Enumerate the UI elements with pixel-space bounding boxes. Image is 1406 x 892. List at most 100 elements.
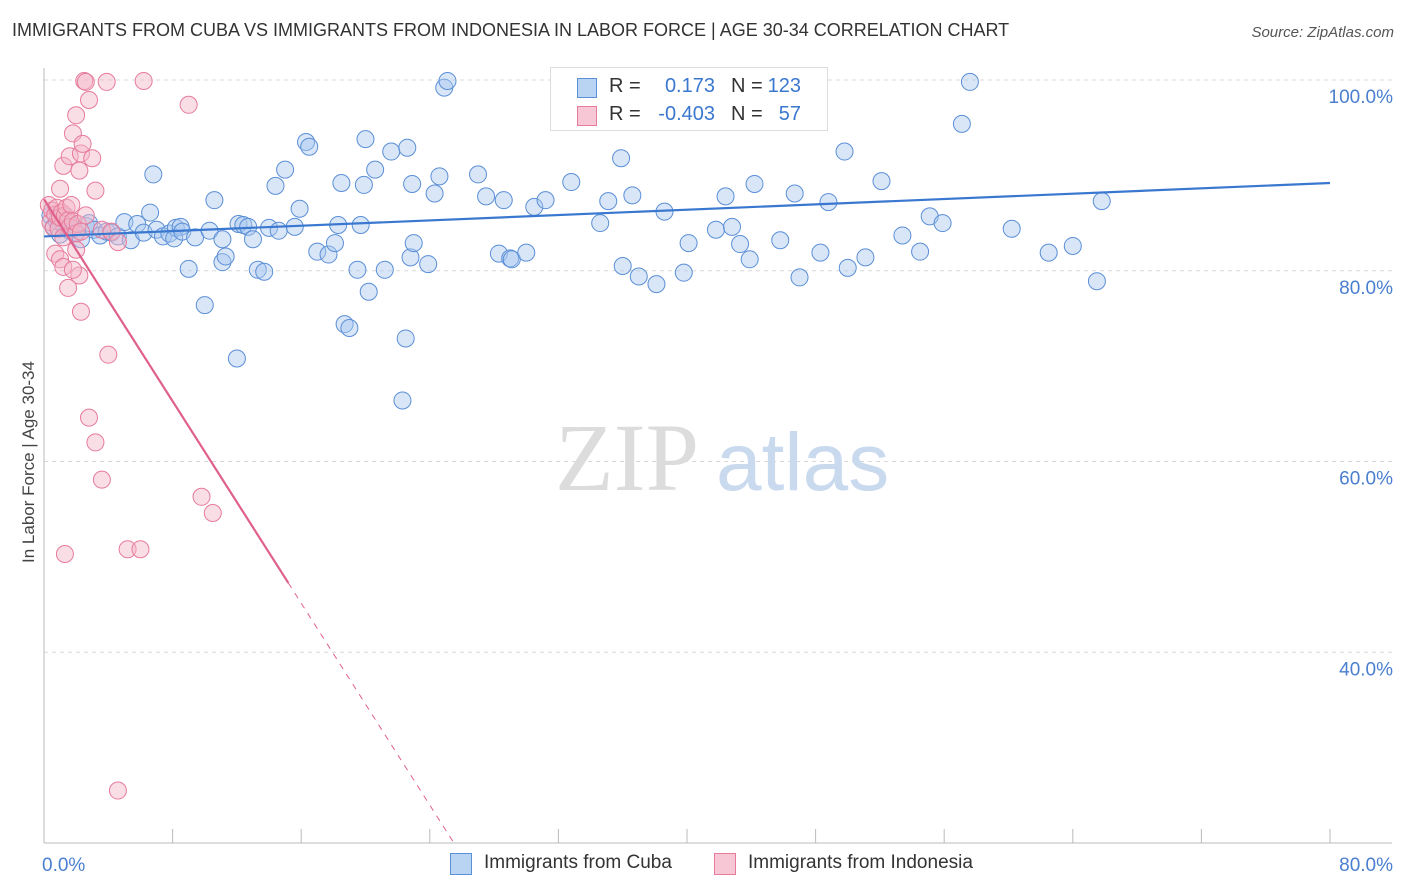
data-point-cuba (205, 191, 224, 210)
data-point-cuba (300, 137, 319, 156)
data-point-indonesia (71, 302, 90, 321)
data-point-cuba (430, 167, 449, 186)
data-point-indonesia (70, 161, 89, 180)
data-point-cuba (382, 142, 401, 161)
watermark: ZIP atlas (555, 404, 889, 511)
axis-labels: 100.0% 80.0% 60.0% 40.0% 0.0% 80.0% In Labor F… (19, 87, 1393, 876)
data-point-cuba (1039, 243, 1058, 262)
watermark-atlas: atlas (716, 417, 889, 508)
trend-line-indonesia-extrapolated (287, 582, 455, 844)
legend-r-label: R = (609, 103, 641, 125)
data-point-cuba (269, 221, 288, 240)
data-point-cuba (501, 249, 520, 268)
legend-row-indonesia: R = -0.403 N = 57 (551, 100, 827, 128)
data-point-cuba (1092, 192, 1111, 211)
data-point-indonesia (80, 408, 99, 427)
data-point-cuba (790, 268, 809, 287)
data-point-cuba (838, 258, 857, 277)
data-point-cuba (629, 267, 648, 286)
data-point-cuba (266, 176, 285, 195)
data-point-cuba (811, 243, 830, 262)
data-point-cuba (393, 391, 412, 410)
data-point-cuba (248, 260, 267, 279)
data-point-indonesia (108, 233, 127, 252)
data-point-indonesia (108, 781, 127, 800)
series-label-indonesia: Immigrants from Indonesia (748, 852, 973, 873)
chart-title: IMMIGRANTS FROM CUBA VS IMMIGRANTS FROM … (12, 20, 1010, 40)
data-point-cuba (325, 234, 344, 253)
data-point-cuba (893, 226, 912, 245)
legend-row-cuba: R = 0.173 N = 123 (551, 72, 827, 100)
data-point-cuba (933, 214, 952, 233)
data-point-indonesia (71, 222, 90, 241)
data-point-cuba (612, 149, 631, 168)
data-point-cuba (290, 199, 309, 218)
y-tick-label: 100.0% (1329, 87, 1394, 108)
data-point-cuba (960, 72, 979, 91)
data-point-cuba (351, 215, 370, 234)
axes (43, 68, 1392, 844)
data-point-cuba (359, 282, 378, 301)
gridlines (44, 79, 1392, 653)
legend-r-value: -0.403 (658, 103, 715, 125)
data-point-cuba (356, 130, 375, 149)
data-point-cuba (469, 165, 488, 184)
data-point-cuba (745, 174, 764, 193)
data-point-cuba (227, 349, 246, 368)
data-point-cuba (340, 318, 359, 337)
data-point-indonesia (59, 278, 78, 297)
data-point-cuba (872, 172, 891, 191)
data-point-cuba (366, 160, 385, 179)
data-point-cuba (785, 184, 804, 203)
y-axis-title: In Labor Force | Age 30-34 (19, 361, 38, 563)
data-point-cuba (141, 203, 160, 222)
data-point-indonesia (76, 206, 95, 225)
data-point-cuba (623, 186, 642, 205)
legend-n-value: 57 (778, 103, 801, 125)
legend-r-value: 0.173 (664, 75, 715, 97)
data-point-indonesia (203, 504, 222, 523)
legend-n-value: 123 (767, 75, 801, 97)
data-point-cuba (276, 160, 295, 179)
data-point-indonesia (86, 181, 105, 200)
data-point-cuba (599, 192, 618, 211)
series-swatch-indonesia (714, 853, 736, 875)
legend-r-label: R = (609, 75, 641, 97)
data-point-indonesia (179, 95, 198, 114)
trend-line-indonesia (43, 198, 290, 584)
legend-n-label: N = (731, 103, 763, 125)
data-point-cuba (716, 187, 735, 206)
data-point-indonesia (51, 179, 70, 198)
data-point-cuba (494, 191, 513, 210)
data-point-cuba (835, 142, 854, 161)
data-point-cuba (425, 184, 444, 203)
data-point-indonesia (86, 433, 105, 452)
data-point-cuba (706, 220, 725, 239)
data-point-cuba (591, 214, 610, 233)
x-tick-label: 0.0% (42, 855, 85, 876)
data-point-indonesia (99, 345, 118, 364)
data-point-cuba (354, 175, 373, 194)
data-point-cuba (740, 250, 759, 269)
data-point-indonesia (62, 195, 81, 214)
data-point-indonesia (134, 71, 153, 90)
data-point-cuba (679, 234, 698, 253)
data-point-cuba (332, 174, 351, 193)
data-point-cuba (404, 234, 423, 253)
data-point-cuba (1087, 272, 1106, 291)
data-point-indonesia (76, 72, 95, 91)
data-point-cuba (213, 253, 232, 272)
data-point-cuba (255, 262, 274, 281)
data-point-cuba (723, 217, 742, 236)
data-point-cuba (319, 245, 338, 264)
watermark-zip: ZIP (555, 404, 699, 511)
data-point-indonesia (102, 222, 121, 241)
data-point-cuba (731, 235, 750, 254)
data-point-indonesia (46, 244, 65, 263)
data-point-indonesia (71, 144, 90, 163)
trend-lines (43, 181, 1331, 844)
data-point-indonesia (67, 106, 86, 125)
data-point-cuba (536, 191, 555, 210)
data-point-cuba (477, 187, 496, 206)
